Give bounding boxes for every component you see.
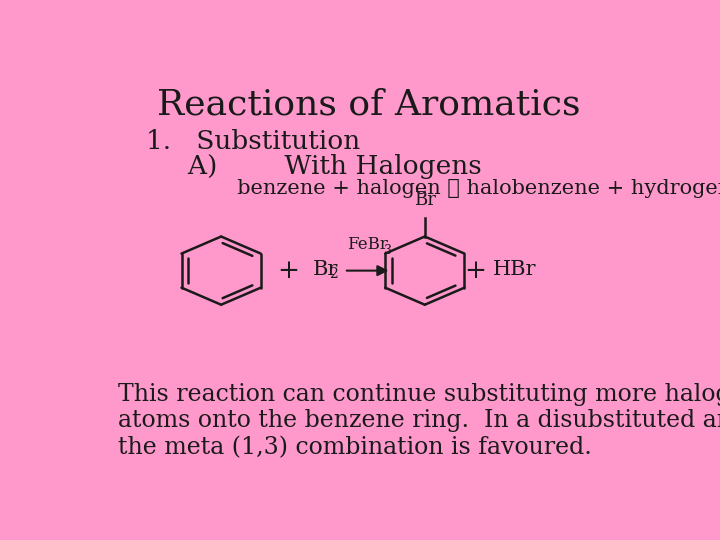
Text: +: + — [464, 258, 486, 283]
Text: +: + — [277, 258, 299, 283]
Text: Br: Br — [313, 260, 338, 279]
Text: benzene + halogen ✱ halobenzene + hydrogen halide: benzene + halogen ✱ halobenzene + hydrog… — [171, 179, 720, 198]
Text: A)        With Halogens: A) With Halogens — [145, 154, 482, 179]
Text: 2: 2 — [329, 267, 338, 281]
Text: 1.   Substitution: 1. Substitution — [145, 129, 360, 154]
Text: This reaction can continue substituting more halogen
atoms onto the benzene ring: This reaction can continue substituting … — [118, 383, 720, 459]
Text: FeBr: FeBr — [347, 236, 388, 253]
Text: Br: Br — [414, 192, 436, 210]
Text: 3: 3 — [384, 244, 392, 257]
Text: Reactions of Aromatics: Reactions of Aromatics — [157, 87, 581, 122]
Text: HBr: HBr — [493, 260, 536, 279]
